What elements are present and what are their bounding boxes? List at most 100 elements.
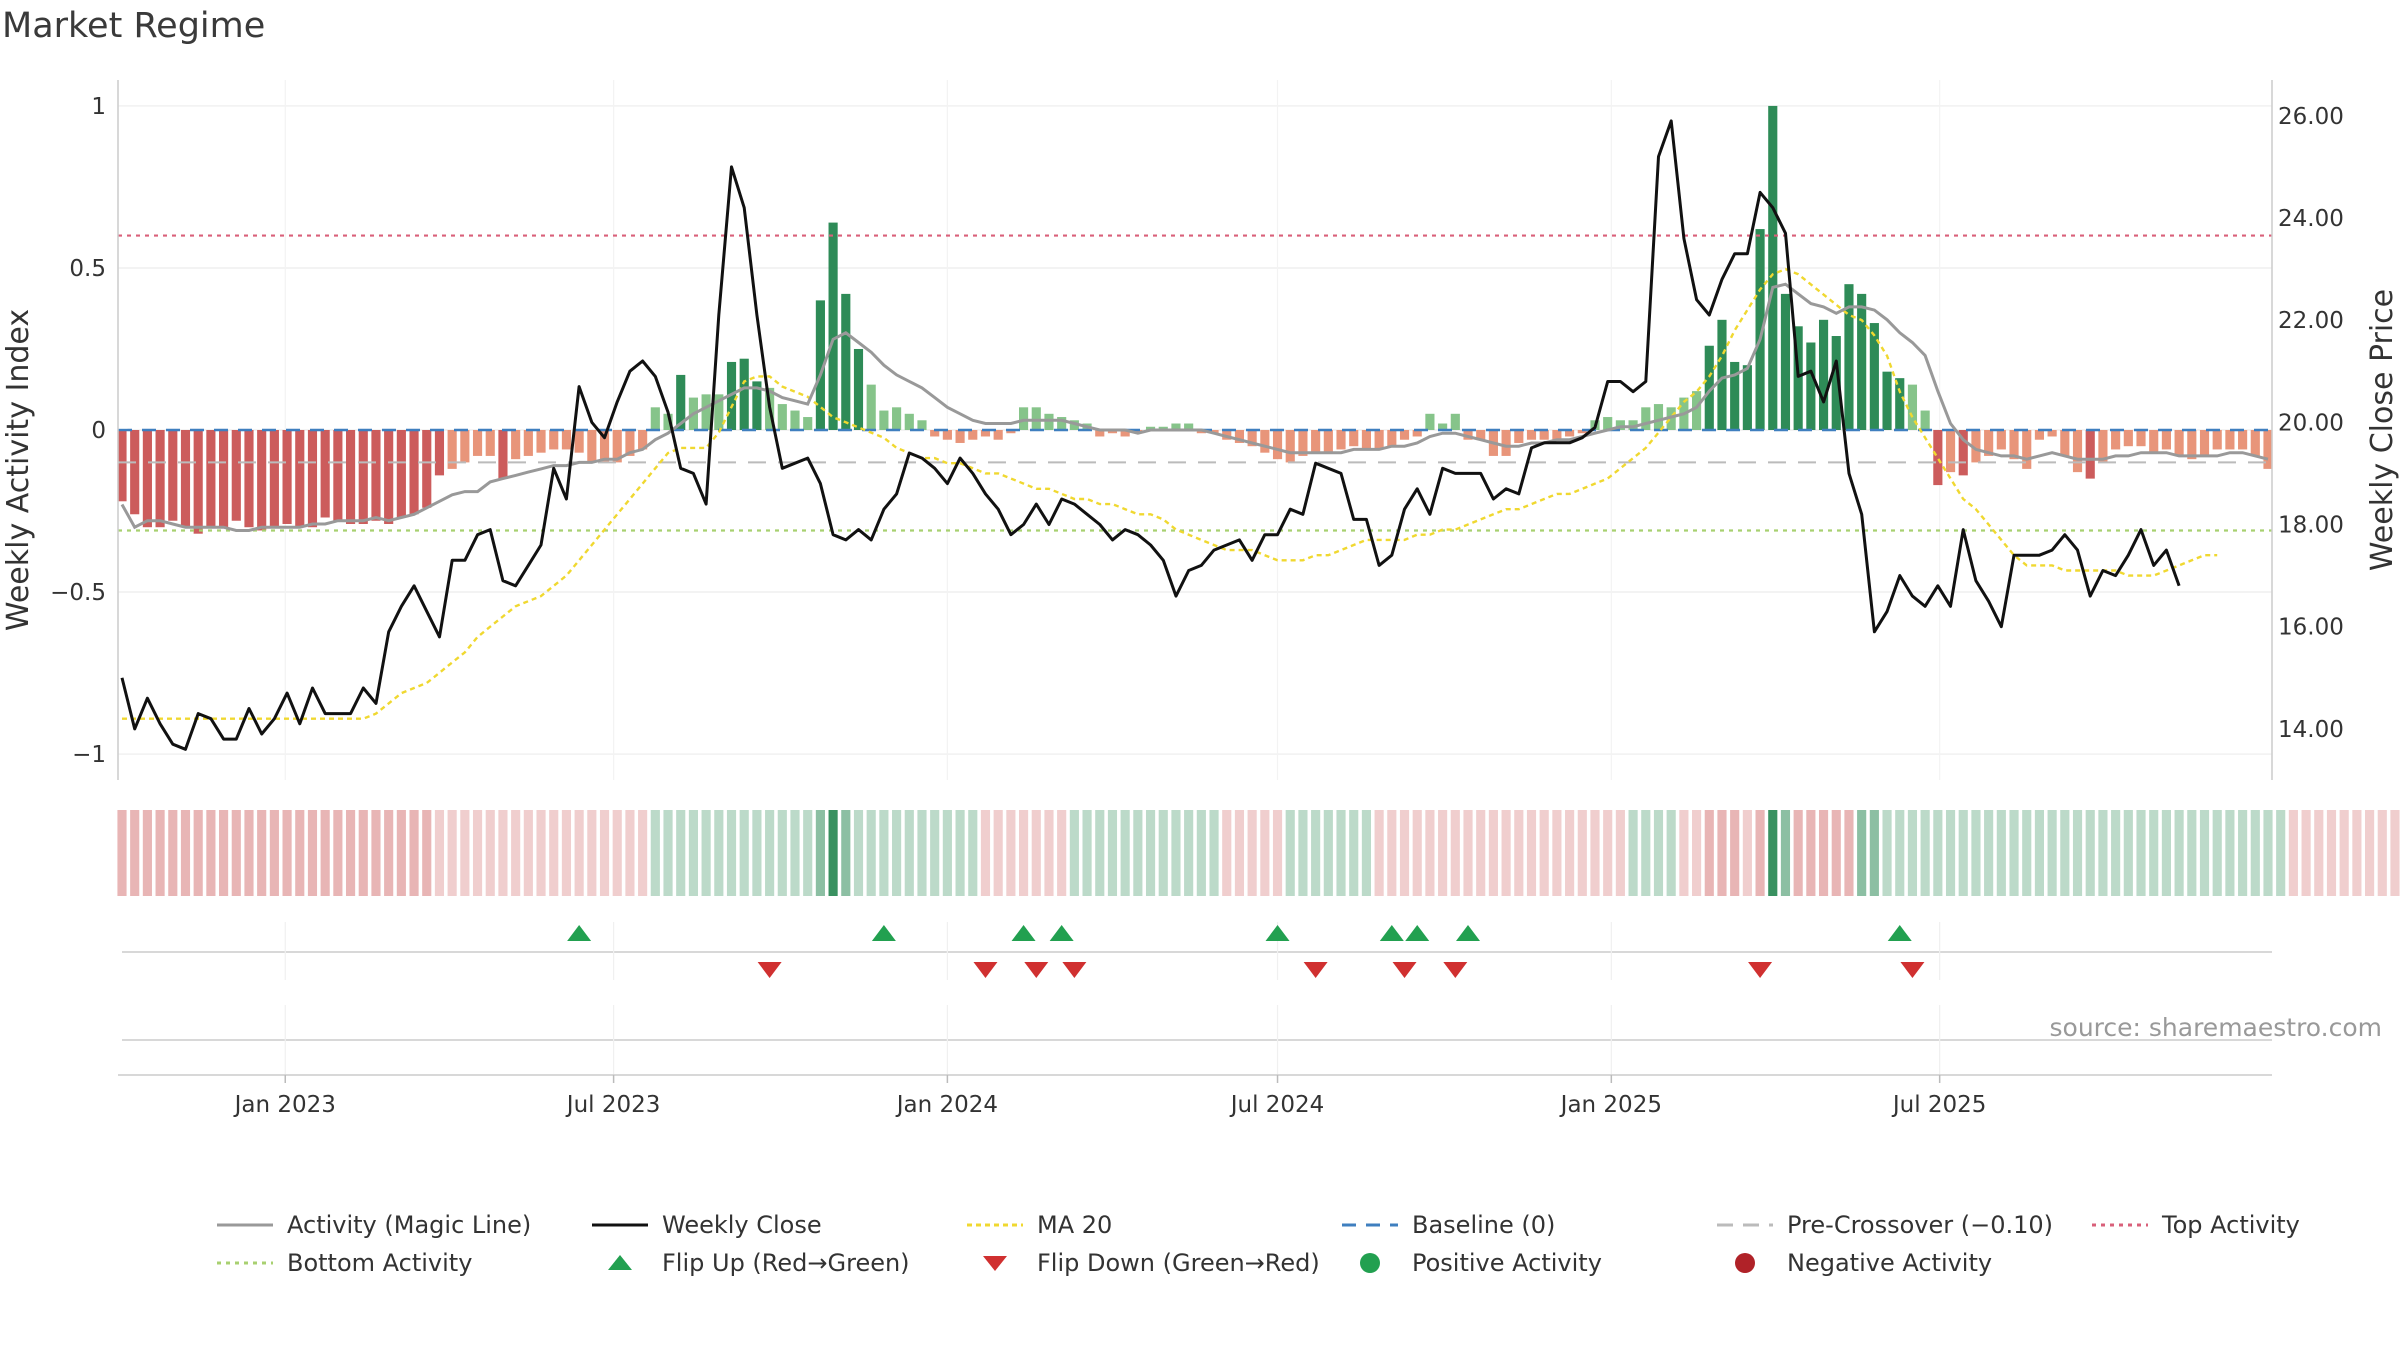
activity-bar <box>930 430 940 437</box>
regime-strip-cell <box>968 810 978 896</box>
flip-down-marker <box>757 962 782 978</box>
activity-bar <box>345 430 356 524</box>
y-right-tick-label: 16.00 <box>2278 615 2344 641</box>
flip-up-marker <box>1011 925 1036 941</box>
regime-strip-cell <box>917 810 927 896</box>
activity-bar <box>1476 430 1486 440</box>
regime-strip-cell <box>130 810 140 896</box>
activity-bar <box>2199 430 2210 456</box>
y-right-tick-label: 14.00 <box>2278 717 2344 743</box>
legend-label: Activity (Magic Line) <box>287 1211 532 1239</box>
regime-strip-cell <box>1653 810 1664 896</box>
regime-strip-cell <box>498 810 508 896</box>
regime-strip-cell <box>2111 810 2121 896</box>
legend-label: Flip Down (Green→Red) <box>1037 1249 1320 1277</box>
flip-down-marker <box>1443 962 1468 978</box>
activity-bar <box>1755 229 1765 430</box>
regime-strip-cell <box>1311 810 1321 896</box>
legend-baseline: Baseline (0) <box>1340 1211 1715 1239</box>
legend-row: Bottom Activity Flip Up (Red→Green) Flip D… <box>215 1244 2345 1282</box>
activity-bar <box>1323 430 1333 453</box>
regime-strip-cell <box>2085 810 2095 896</box>
activity-bar <box>1019 407 1029 430</box>
activity-bar <box>1742 365 1752 430</box>
legend-swatch <box>1360 1253 1380 1273</box>
activity-bar <box>739 358 749 430</box>
regime-strip-cell <box>599 810 610 896</box>
regime-strip-cell <box>2187 810 2197 896</box>
regime-strip-cell <box>345 810 356 896</box>
activity-bar <box>1234 430 1245 443</box>
activity-bar <box>1514 430 1524 443</box>
activity-bar <box>1768 105 1778 430</box>
flip-down-marker <box>973 962 998 978</box>
regime-strip-cell <box>1742 810 1752 896</box>
activity-bar <box>1933 430 1943 486</box>
regime-strip-cell <box>1755 810 1765 896</box>
regime-strip-cell <box>1704 810 1714 896</box>
regime-strip-cell <box>1260 810 1270 896</box>
regime-strip-cell <box>244 810 254 896</box>
regime-strip-cell <box>2047 810 2057 896</box>
regime-strip-cell <box>1793 810 1803 896</box>
regime-strip-cell <box>1577 810 1587 896</box>
activity-bar <box>498 430 508 479</box>
activity-bar <box>1539 430 1549 440</box>
activity-bar <box>1780 293 1791 430</box>
regime-strip-cell <box>1539 810 1549 896</box>
legend-label: Pre-Crossover (−0.10) <box>1787 1211 2054 1239</box>
activity-bar <box>1666 407 1676 430</box>
regime-strip-cell <box>371 810 381 896</box>
activity-bar <box>1945 430 1956 473</box>
activity-bar <box>1704 345 1714 430</box>
flip-up-marker <box>1379 925 1404 941</box>
activity-bar <box>1920 410 1930 430</box>
legend-label: MA 20 <box>1037 1211 1113 1239</box>
activity-bar <box>2149 430 2159 453</box>
legend-swatch <box>1717 1223 1773 1227</box>
activity-bar <box>2098 430 2108 463</box>
reference-lines <box>118 234 2272 532</box>
regime-strip-cell <box>2377 810 2387 896</box>
regime-strip-cell <box>1107 810 1118 896</box>
activity-bar <box>1844 284 1854 430</box>
regime-strip-cell <box>638 810 648 896</box>
activity-dots-panel <box>122 1005 2272 1075</box>
x-tick-label: Jan 2024 <box>895 1092 998 1118</box>
regime-strip-cell <box>1679 810 1689 896</box>
activity-bar <box>714 394 724 430</box>
legend-label: Negative Activity <box>1787 1249 1993 1277</box>
regime-strip-cell <box>2339 810 2349 896</box>
y-left-tick-label: 0 <box>91 418 106 444</box>
activity-bar <box>599 430 610 463</box>
regime-strip <box>117 810 2400 896</box>
regime-strip-cell <box>1222 810 1232 896</box>
activity-bar <box>866 384 876 430</box>
activity-bar <box>1222 430 1232 440</box>
activity-bar <box>549 430 559 450</box>
activity-bar <box>2072 430 2083 473</box>
activity-bar <box>1895 378 1905 430</box>
activity-bar <box>777 404 787 430</box>
regime-strip-cell <box>2060 810 2070 896</box>
regime-strip-cell <box>117 810 127 896</box>
activity-bar <box>460 430 470 463</box>
regime-strip-cell <box>1057 810 1067 896</box>
regime-strip-cell <box>1450 810 1460 896</box>
activity-bar <box>2250 430 2260 456</box>
activity-bar <box>1006 430 1016 434</box>
regime-strip-cell <box>434 810 445 896</box>
axes: −1 −0.5 0 0.5 1 14.00 16.00 18.00 20.00 22.00 24.0… <box>50 80 2344 780</box>
activity-bar <box>409 430 419 515</box>
legend-ma20: MA 20 <box>965 1211 1340 1239</box>
activity-bar <box>1463 430 1473 440</box>
regime-strip-cell <box>2174 810 2184 896</box>
activity-bar <box>1374 430 1384 450</box>
legend-bottom-activity: Bottom Activity <box>215 1249 590 1277</box>
regime-strip-cell <box>485 810 495 896</box>
regime-strip-cell <box>1184 810 1194 896</box>
activity-bar <box>574 430 584 453</box>
activity-bar <box>650 407 660 430</box>
regime-strip-cell <box>2022 810 2032 896</box>
regime-strip-cell <box>892 810 902 896</box>
